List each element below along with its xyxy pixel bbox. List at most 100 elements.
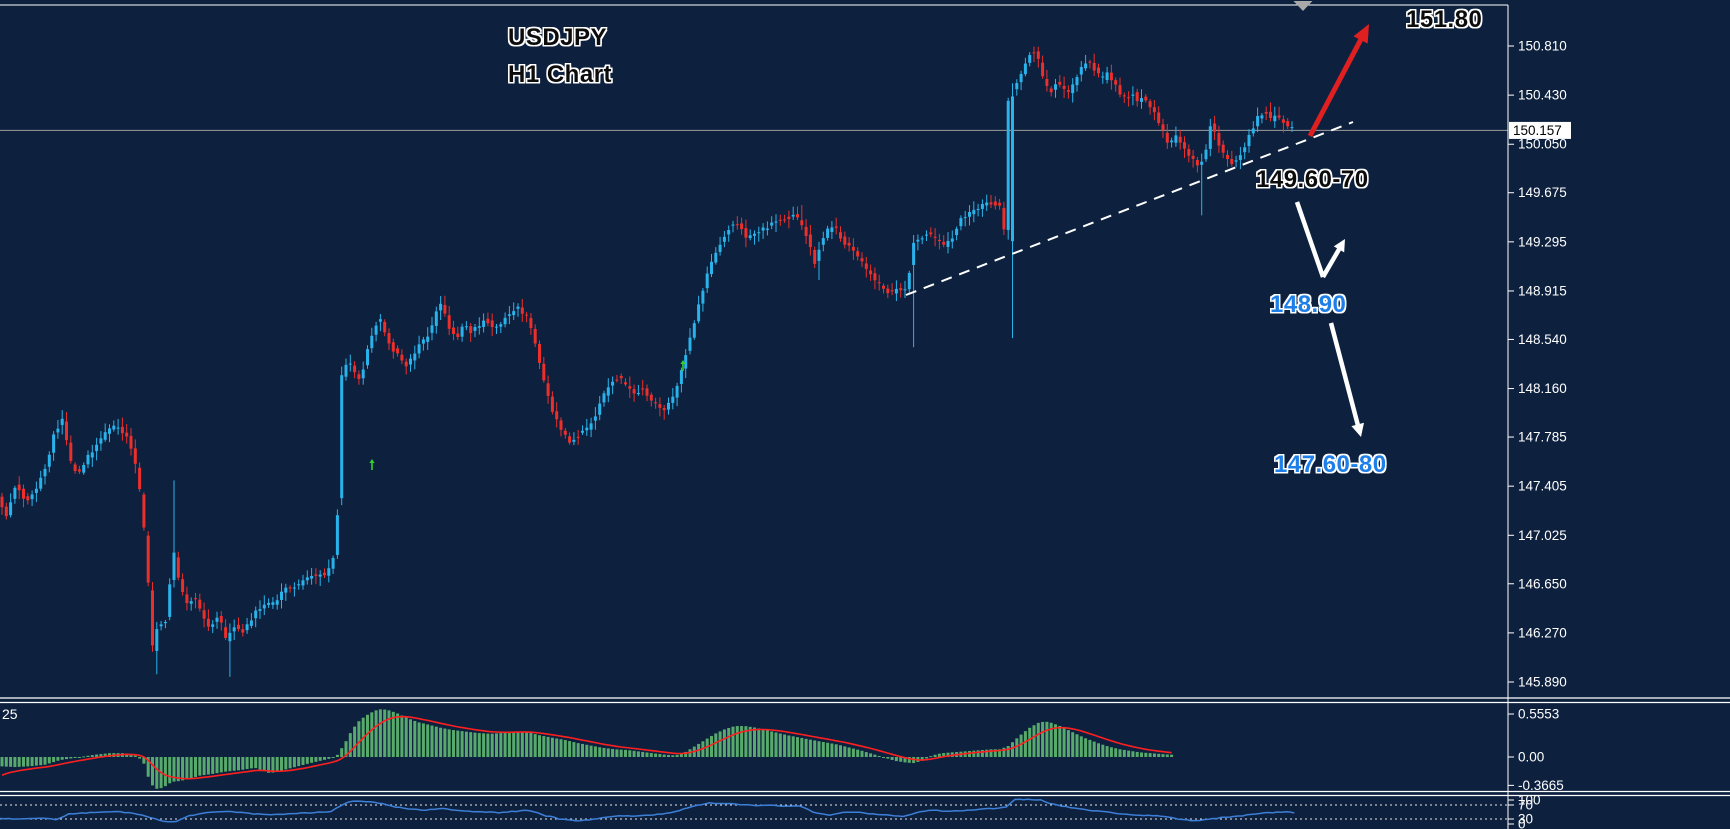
macd-bar (843, 746, 847, 757)
candle-body (1256, 116, 1260, 127)
macd-bar (808, 739, 812, 757)
macd-bar (1101, 744, 1105, 757)
macd-bar (925, 757, 928, 759)
macd-bar (1058, 725, 1062, 757)
candle-body (624, 382, 627, 385)
candle-body (692, 323, 696, 338)
chart-title-symbol: USDJPY (508, 24, 608, 51)
candle-body (108, 428, 111, 434)
candle-body (43, 468, 47, 477)
candle-body (912, 242, 916, 265)
macd-bar (1075, 734, 1079, 757)
macd-bar (262, 757, 266, 772)
candle-body (667, 402, 670, 410)
macd-bar (151, 757, 154, 786)
candlestick-series (0, 46, 1294, 677)
candle-body (417, 344, 421, 354)
candle-body (606, 387, 610, 396)
macd-bar (894, 757, 898, 762)
candle-body (894, 288, 898, 294)
candle-body (245, 624, 249, 631)
candle-body (301, 580, 305, 586)
macd-bar (288, 757, 292, 769)
candle-body (925, 234, 928, 236)
drop-to-support-line (1294, 201, 1326, 278)
candle-body (684, 355, 688, 369)
candle-body (817, 249, 821, 261)
bounce-up-arrow (1321, 244, 1344, 279)
macd-bar (443, 728, 447, 757)
macd-bar (447, 729, 451, 757)
candle-body (735, 224, 739, 226)
candle-body (409, 358, 412, 365)
candle-body (1178, 136, 1182, 143)
macd-bar (1088, 739, 1092, 757)
candle-body (1273, 115, 1277, 122)
macd-bar (9, 757, 13, 767)
candle-body (920, 238, 924, 240)
macd-bar (929, 756, 933, 758)
macd-bar (847, 747, 851, 757)
macd-bar (198, 757, 202, 776)
candle-body (968, 212, 971, 217)
candle-body (396, 348, 400, 354)
macd-bar (907, 757, 911, 763)
macd-bar (460, 731, 464, 757)
macd-bar (645, 752, 649, 757)
candle-body (426, 336, 430, 342)
macd-bar (142, 757, 146, 764)
macd-bar (103, 753, 107, 757)
candle-body (241, 629, 245, 633)
candle-body (1032, 52, 1036, 54)
candle-body (103, 432, 107, 440)
candle-body (993, 201, 997, 206)
candle-body (933, 236, 937, 238)
candle-body (1243, 147, 1247, 153)
candle-body (1131, 94, 1135, 96)
candle-body (1183, 142, 1186, 149)
candle-body (937, 239, 941, 242)
macd-bar (241, 757, 245, 770)
candle-body (348, 363, 352, 365)
macd-bar (1135, 751, 1139, 757)
candle-body (219, 616, 223, 623)
candle-body (688, 337, 692, 351)
candle-body (542, 363, 546, 381)
macd-bar (753, 727, 756, 757)
candle-body (168, 584, 172, 617)
macd-bar (439, 727, 443, 757)
candle-body (1049, 88, 1053, 93)
price-tick-label: 147.025 (1518, 528, 1567, 543)
macd-bar (1041, 721, 1045, 757)
candle-body (546, 383, 550, 396)
candle-body (1058, 81, 1062, 85)
price-tick-label: 146.270 (1518, 625, 1567, 640)
candle-body (4, 506, 8, 517)
annotation-level-low: 147.60-80 (1274, 451, 1387, 478)
macd-bar (357, 721, 361, 757)
candle-body (314, 574, 318, 576)
macd-bar (860, 750, 864, 757)
macd-bar (507, 732, 511, 757)
macd-bar (1122, 749, 1126, 757)
macd-bar (318, 757, 322, 761)
price-tick-label: 148.160 (1518, 381, 1567, 396)
candle-body (172, 552, 176, 581)
candle-body (232, 627, 236, 632)
candle-body (839, 232, 842, 239)
macd-bar (331, 757, 335, 758)
macd-bar (568, 741, 572, 757)
candle-body (787, 216, 791, 219)
candle-body (533, 328, 537, 344)
macd-bar (267, 757, 271, 773)
candle-body (1238, 155, 1242, 160)
macd-bar (1066, 730, 1070, 757)
candle-body (903, 289, 907, 291)
candle-body (697, 304, 701, 322)
macd-bar (774, 732, 778, 757)
candle-body (1174, 135, 1178, 143)
candle-body (1045, 79, 1049, 86)
